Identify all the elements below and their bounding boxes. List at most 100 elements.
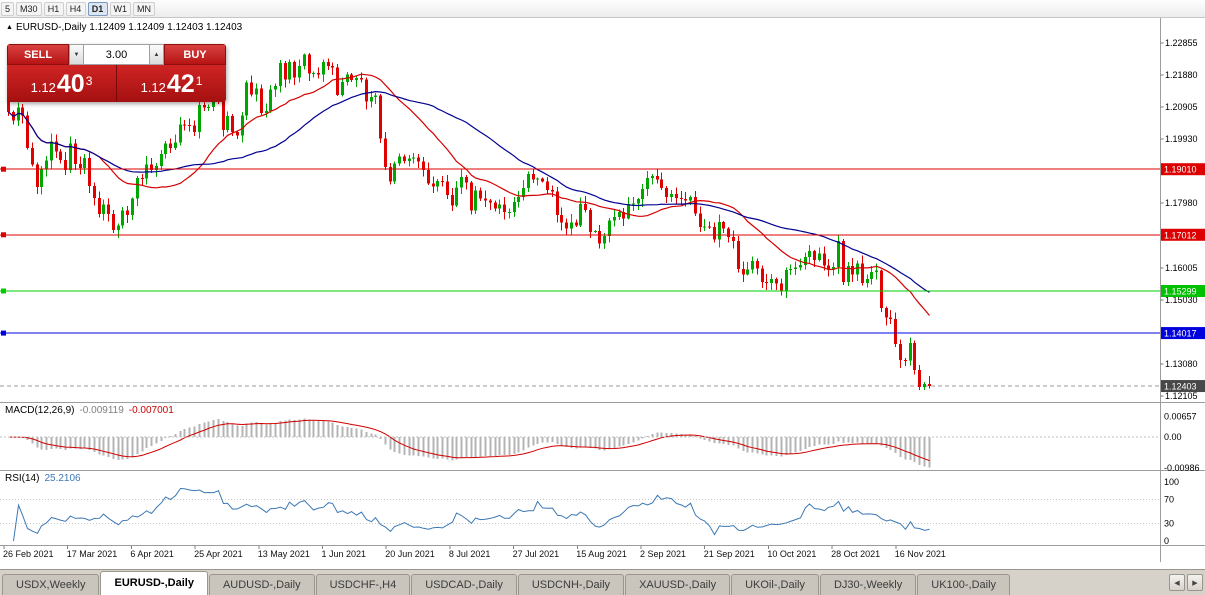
- timeframe-toolbar: 5 M30 H1 H4 D1 W1 MN: [0, 0, 1205, 18]
- buy-price-point: 1: [195, 74, 203, 89]
- chart-tab-audusd-daily[interactable]: AUDUSD-,Daily: [208, 574, 315, 595]
- chart-tab-usdcad-daily[interactable]: USDCAD-,Daily: [411, 574, 517, 595]
- sell-price-point: 3: [85, 74, 93, 89]
- macd-signal-value: -0.007001: [128, 405, 174, 416]
- date-axis-label: 25 Apr 2021: [194, 549, 243, 559]
- rsi-axis-label: 70: [1164, 495, 1174, 505]
- candles-layer: [7, 53, 931, 391]
- chart-tab-uk100-daily[interactable]: UK100-,Daily: [917, 574, 1011, 595]
- buy-price[interactable]: 1.12421: [117, 65, 226, 102]
- moving-averages-layer: [8, 73, 930, 316]
- price-axis-label: 1.17980: [1165, 198, 1198, 208]
- price-axis-label: 1.16005: [1165, 263, 1198, 273]
- date-axis-label: 1 Jun 2021: [322, 549, 367, 559]
- tab-scroll-right-button[interactable]: ▶: [1187, 574, 1203, 591]
- date-axis-label: 6 Apr 2021: [130, 549, 174, 559]
- chart-tab-ukoil-daily[interactable]: UKOil-,Daily: [731, 574, 819, 595]
- symbol-marker-icon: ▲: [6, 24, 13, 31]
- price-axis-label: 1.22855: [1165, 38, 1198, 48]
- buy-button[interactable]: BUY: [164, 44, 226, 65]
- horizontal-lines-layer[interactable]: [0, 166, 1160, 336]
- macd-axis-label: -0.00986: [1164, 463, 1200, 473]
- triangle-down-icon: ▼: [73, 51, 80, 58]
- chart-tab-xauusd-daily[interactable]: XAUUSD-,Daily: [625, 574, 731, 595]
- sell-price-figure: 1.12: [30, 80, 56, 95]
- buy-price-figure: 1.12: [140, 80, 166, 95]
- price-badge: [1161, 228, 1205, 241]
- hline-handle[interactable]: [1, 330, 6, 336]
- one-click-trading-panel: SELL ▼ ▲ BUY 1.12403 1.12421: [7, 44, 226, 102]
- chart-tab-eurusd-daily[interactable]: EURUSD-,Daily: [100, 571, 208, 595]
- price-badge: [1161, 163, 1205, 176]
- macd-label: MACD(12,26,9) -0.009119 -0.007001: [5, 405, 174, 416]
- date-axis-label: 20 Jun 2021: [385, 549, 435, 559]
- svg-text:1.12403: 1.12403: [1164, 382, 1197, 392]
- chart-tab-usdchf-h4[interactable]: USDCHF-,H4: [315, 574, 411, 595]
- triangle-up-icon: ▲: [153, 51, 160, 58]
- price-badge: [1161, 380, 1205, 393]
- price-badge: [1161, 327, 1205, 340]
- price-axis-label: 1.15030: [1165, 295, 1198, 305]
- axes-layer: 1.22855 1.21880 1.20905 1.19930 1.17980 1.160…: [0, 18, 1205, 562]
- macd-axis-label: 0.00: [1164, 432, 1182, 442]
- chart-tab-bar: USDX,Weekly EURUSD-,Daily AUDUSD-,Daily USD…: [0, 569, 1205, 595]
- macd-name: MACD(12,26,9): [5, 405, 75, 416]
- price-axis-label: 1.19930: [1165, 134, 1198, 144]
- price-badge: [1161, 285, 1205, 298]
- rsi-axis-label: 100: [1164, 477, 1179, 487]
- timeframe-button-w1[interactable]: W1: [109, 1, 132, 16]
- date-axis-label: 8 Jul 2021: [449, 549, 491, 559]
- hline-handle[interactable]: [1, 232, 6, 238]
- chart-tab-usdcnh-daily[interactable]: USDCNH-,Daily: [517, 574, 625, 595]
- price-axis-label: 1.21880: [1165, 70, 1198, 80]
- chart-title-text: EURUSD-,Daily 1.12409 1.12409 1.12403 1.…: [15, 22, 243, 33]
- date-axis-label: 21 Sep 2021: [704, 549, 755, 559]
- price-axis-label: 1.12105: [1165, 391, 1198, 401]
- timeframe-button-m30[interactable]: M30: [16, 1, 42, 16]
- svg-text:1.14017: 1.14017: [1164, 329, 1197, 339]
- date-axis-label: 16 Nov 2021: [895, 549, 946, 559]
- svg-text:1.19010: 1.19010: [1164, 165, 1197, 175]
- rsi-axis-label: 0: [1164, 536, 1169, 546]
- rsi-axis-label: 30: [1164, 518, 1174, 528]
- macd-axis-label: 0.00657: [1164, 411, 1197, 421]
- chart-canvas[interactable]: 1.22855 1.21880 1.20905 1.19930 1.17980 1.160…: [0, 18, 1205, 562]
- volume-increase-button[interactable]: ▲: [149, 44, 164, 65]
- date-axis-label: 13 May 2021: [258, 549, 310, 559]
- chart-title: ▲ EURUSD-,Daily 1.12409 1.12409 1.12403 1…: [6, 22, 242, 33]
- trade-panel-prices-row: 1.12403 1.12421: [7, 65, 226, 102]
- hline-handle[interactable]: [1, 166, 6, 172]
- rsi-value: 25.2106: [44, 473, 81, 484]
- tab-scroll-left-button[interactable]: ◀: [1169, 574, 1185, 591]
- rsi-label: RSI(14) 25.2106: [5, 473, 81, 484]
- trade-panel-buttons-row: SELL ▼ ▲ BUY: [7, 44, 226, 65]
- date-axis-label: 28 Oct 2021: [831, 549, 880, 559]
- buy-price-pips: 42: [166, 70, 195, 98]
- sell-price-pips: 40: [56, 70, 85, 98]
- price-axis-label: 1.20905: [1165, 102, 1198, 112]
- chart-tab-dj30-weekly[interactable]: DJ30-,Weekly: [819, 574, 917, 595]
- timeframe-button-h1[interactable]: H1: [43, 1, 64, 16]
- svg-text:1.15299: 1.15299: [1164, 287, 1197, 297]
- volume-decrease-button[interactable]: ▼: [69, 44, 84, 65]
- timeframe-button-mn[interactable]: MN: [133, 1, 156, 16]
- timeframe-button-h4[interactable]: H4: [65, 1, 86, 16]
- date-axis-label: 10 Oct 2021: [767, 549, 816, 559]
- chart-tab-usdx-weekly[interactable]: USDX,Weekly: [2, 574, 100, 595]
- svg-text:1.17012: 1.17012: [1164, 230, 1197, 240]
- date-axis-label: 17 Mar 2021: [67, 549, 118, 559]
- hline-handle[interactable]: [1, 288, 6, 294]
- tab-scroll-controls: ◀ ▶: [1169, 574, 1203, 591]
- date-axis-label: 15 Aug 2021: [576, 549, 627, 559]
- timeframe-button-5[interactable]: 5: [1, 1, 15, 16]
- indicator-layer: [0, 418, 1160, 542]
- date-axis-label: 2 Sep 2021: [640, 549, 686, 559]
- price-axis-label: 1.13080: [1165, 359, 1198, 369]
- rsi-name: RSI(14): [5, 473, 40, 484]
- sell-button[interactable]: SELL: [7, 44, 69, 65]
- timeframe-button-d1[interactable]: D1: [87, 1, 108, 16]
- date-axis-label: 27 Jul 2021: [513, 549, 560, 559]
- volume-input[interactable]: [84, 44, 149, 65]
- date-axis-label: 26 Feb 2021: [3, 549, 54, 559]
- sell-price[interactable]: 1.12403: [7, 65, 117, 102]
